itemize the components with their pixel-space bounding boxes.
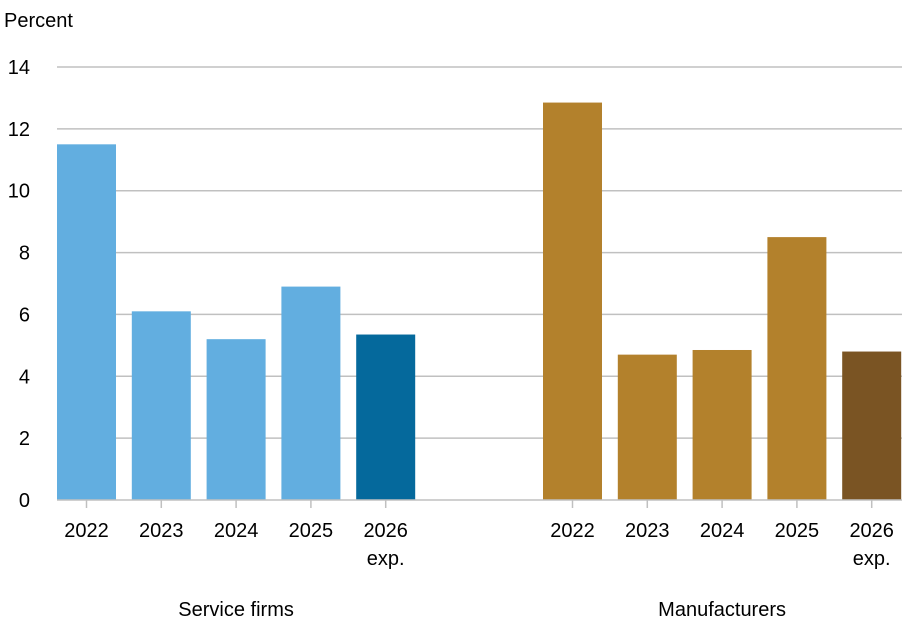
bar	[281, 286, 341, 500]
y-tick-label: 14	[8, 57, 30, 79]
x-tick-label: 2024	[700, 520, 745, 542]
y-axis-ticks: 0 2 4 6 8 10 12 14	[8, 57, 30, 512]
bar	[543, 102, 602, 500]
bar	[206, 339, 266, 500]
y-tick-label: 0	[19, 490, 30, 512]
x-tick-label: exp.	[367, 548, 405, 570]
group-label: Manufacturers	[658, 599, 786, 621]
x-tick-label: 2025	[775, 520, 820, 542]
bar	[617, 354, 677, 500]
group-labels: Service firms Manufacturers	[178, 599, 786, 621]
y-tick-label: 2	[19, 428, 30, 450]
group-label: Service firms	[178, 599, 294, 621]
x-axis-ticks: 2022 2023 2024 2025 2026 exp. 2022 2023 2024 2025…	[64, 500, 894, 570]
y-tick-label: 6	[19, 304, 30, 326]
x-tick-label: 2025	[289, 520, 334, 542]
x-tick-label: 2023	[625, 520, 670, 542]
x-tick-label: 2022	[64, 520, 109, 542]
bars	[57, 102, 902, 501]
bar	[131, 311, 191, 500]
y-tick-label: 12	[8, 119, 30, 141]
gridlines	[57, 66, 902, 439]
x-tick-label: 2023	[139, 520, 184, 542]
x-tick-label: 2026	[363, 520, 408, 542]
x-tick-label: exp.	[853, 548, 891, 570]
bar	[356, 334, 416, 500]
y-tick-label: 8	[19, 243, 30, 265]
bar	[57, 144, 116, 501]
y-tick-label: 10	[8, 181, 30, 203]
y-axis-label: Percent	[4, 10, 73, 32]
x-tick-label: 2024	[214, 520, 259, 542]
bar	[842, 351, 902, 500]
bar	[692, 349, 752, 500]
bar	[767, 237, 827, 500]
x-tick-label: 2026	[849, 520, 894, 542]
x-tick-label: 2022	[550, 520, 595, 542]
y-tick-label: 4	[19, 366, 30, 388]
